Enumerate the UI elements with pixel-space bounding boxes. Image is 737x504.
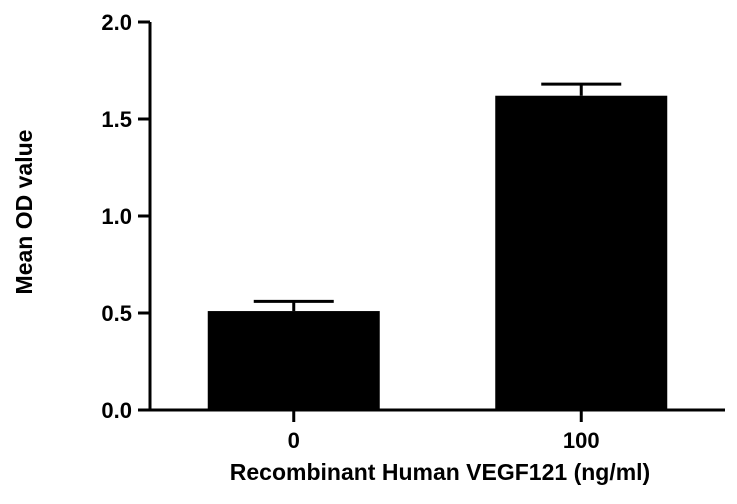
x-axis-title: Recombinant Human VEGF121 (ng/ml) xyxy=(230,459,650,485)
bar xyxy=(207,311,380,410)
bars xyxy=(207,82,668,410)
y-axis-title: Mean OD value xyxy=(11,130,37,295)
x-tick-label: 0 xyxy=(288,428,300,453)
x-axis: 0 100 xyxy=(148,408,725,453)
y-tick-label: 2.0 xyxy=(101,10,132,35)
y-tick-label: 0.0 xyxy=(101,398,132,423)
y-tick-label: 0.5 xyxy=(101,301,132,326)
y-axis: 0.0 0.5 1.0 1.5 2.0 xyxy=(101,10,152,423)
bar xyxy=(495,95,668,410)
y-tick-label: 1.5 xyxy=(101,107,132,132)
y-tick-label: 1.0 xyxy=(101,204,132,229)
x-tick-label: 100 xyxy=(563,428,600,453)
